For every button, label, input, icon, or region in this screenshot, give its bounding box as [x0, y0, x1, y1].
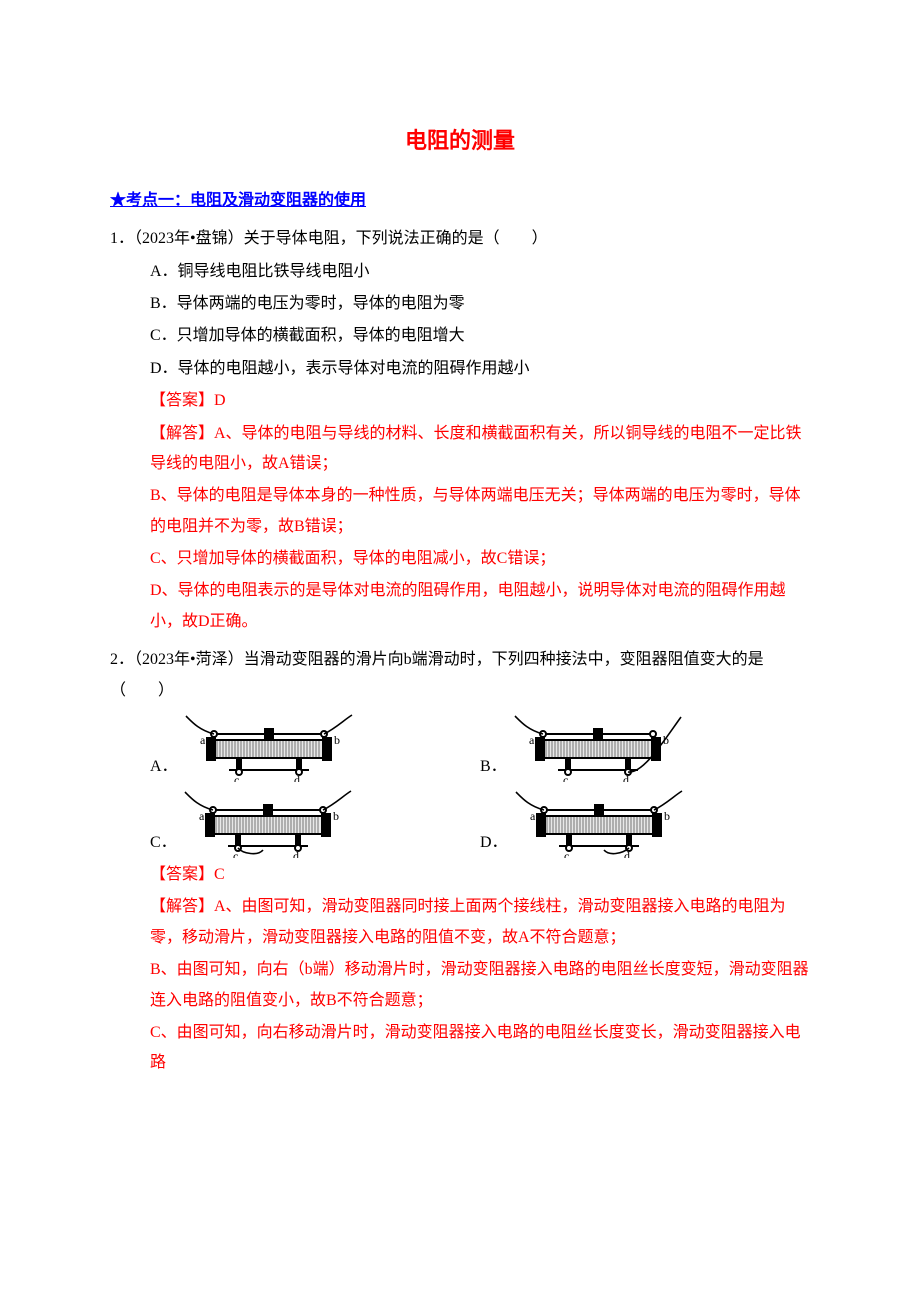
q2-option-a-cell: A． a b c d	[150, 712, 480, 782]
q2-explain-c: C、由图可知，向右移动滑片时，滑动变阻器接入电路的电阻丝长度变长，滑动变阻器接入…	[110, 1018, 810, 1079]
question-2: 2．（2023年•菏泽）当滑动变阻器的滑片向b端滑动时，下列四种接法中，变阻器阻…	[110, 645, 810, 1079]
question-1: 1．（2023年•盘锦）关于导体电阻，下列说法正确的是（ ） A．铜导线电阻比铁…	[110, 224, 810, 637]
q1-explain-a: 【解答】A、导体的电阻与导线的材料、长度和横截面积有关，所以铜导线的电阻不一定比…	[110, 419, 810, 480]
q2-option-b-cell: B． abcd	[480, 712, 810, 782]
svg-text:b: b	[334, 733, 340, 747]
q1-explain-b: B、导体的电阻是导体本身的一种性质，与导体两端电压无关；导体两端的电压为零时，导…	[110, 481, 810, 542]
q1-explain-d: D、导体的电阻表示的是导体对电流的阻碍作用，电阻越小，说明导体对电流的阻碍作用越…	[110, 576, 810, 637]
q2-answer: 【答案】C	[110, 860, 810, 890]
q2-option-c-cell: C． a b c d	[150, 788, 480, 858]
svg-text:a: a	[200, 733, 206, 747]
q1-option-b: B．导体两端的电压为零时，导体的电阻为零	[110, 289, 810, 319]
rheostat-diagram-d: abcd	[514, 788, 684, 858]
q2-opt-c-label: C．	[150, 828, 177, 858]
page-title: 电阻的测量	[110, 120, 810, 162]
q2-stem: 2．（2023年•菏泽）当滑动变阻器的滑片向b端滑动时，下列四种接法中，变阻器阻…	[110, 645, 810, 706]
rheostat-diagram-b: abcd	[513, 712, 683, 782]
rheostat-diagram-a: a b c d	[184, 712, 354, 782]
svg-text:a: a	[529, 733, 535, 747]
svg-text:c: c	[234, 773, 239, 782]
q2-opt-d-label: D．	[480, 828, 508, 858]
svg-text:b: b	[333, 809, 339, 823]
svg-text:d: d	[623, 773, 629, 782]
svg-text:c: c	[233, 849, 238, 858]
q1-explain-c: C、只增加导体的横截面积，导体的电阻减小，故C错误；	[110, 544, 810, 574]
q2-option-d-cell: D． abcd	[480, 788, 810, 858]
section-heading-1: ★考点一：电阻及滑动变阻器的使用	[110, 186, 810, 216]
q2-explain-a: 【解答】A、由图可知，滑动变阻器同时接上面两个接线柱，滑动变阻器接入电路的电阻为…	[110, 892, 810, 953]
q1-option-a: A．铜导线电阻比铁导线电阻小	[110, 257, 810, 287]
q1-option-c: C．只增加导体的横截面积，导体的电阻增大	[110, 321, 810, 351]
q2-diagram-row-1: A． a b c d B． a b c d	[110, 712, 810, 782]
q2-opt-a-label: A．	[150, 752, 178, 782]
q1-stem: 1．（2023年•盘锦）关于导体电阻，下列说法正确的是（ ）	[110, 224, 810, 254]
svg-text:a: a	[199, 809, 205, 823]
rheostat-diagram-c: a b c d	[183, 788, 353, 858]
q1-answer: 【答案】D	[110, 386, 810, 416]
svg-text:a: a	[530, 809, 536, 823]
svg-text:d: d	[294, 773, 300, 782]
svg-text:d: d	[293, 849, 299, 858]
q1-option-d: D．导体的电阻越小，表示导体对电流的阻碍作用越小	[110, 354, 810, 384]
q2-diagram-row-2: C． a b c d D． a b c d	[110, 788, 810, 858]
q2-opt-b-label: B．	[480, 752, 507, 782]
svg-text:c: c	[564, 849, 569, 858]
q2-explain-b: B、由图可知，向右（b端）移动滑片时，滑动变阻器接入电路的电阻丝长度变短，滑动变…	[110, 955, 810, 1016]
svg-text:b: b	[664, 809, 670, 823]
svg-text:c: c	[563, 773, 568, 782]
